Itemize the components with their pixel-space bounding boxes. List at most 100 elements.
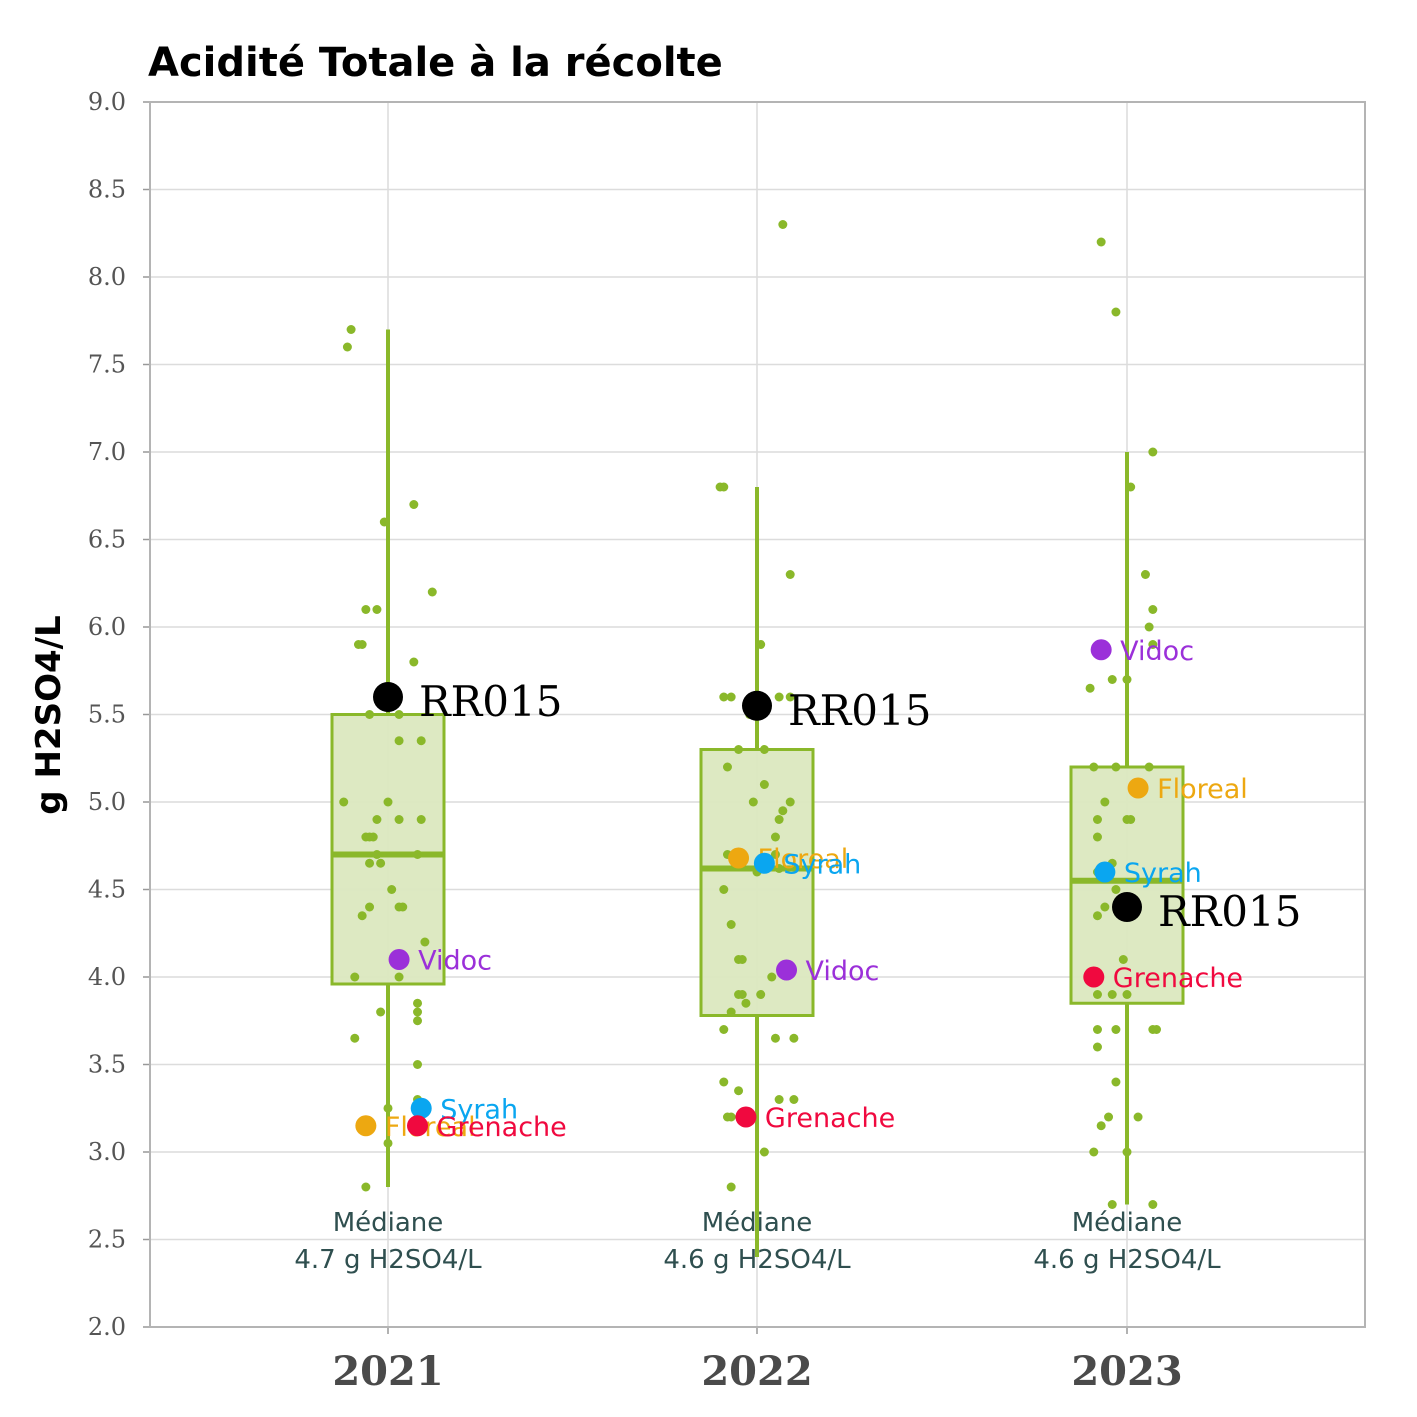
jitter-point <box>1107 990 1117 999</box>
jitter-point <box>719 692 729 702</box>
y-tick-label: 6.5 <box>88 526 126 554</box>
jitter-point <box>737 990 747 999</box>
jitter-point <box>413 998 423 1008</box>
jitter-point <box>350 1033 360 1043</box>
jitter-point <box>361 1182 371 1192</box>
median-value: 4.6 g H2SO4/L <box>1033 1245 1221 1275</box>
jitter-point <box>409 500 419 509</box>
jitter-point <box>1148 1200 1158 1209</box>
highlight-point <box>1083 966 1105 988</box>
jitter-point <box>737 955 747 964</box>
jitter-point <box>368 832 378 842</box>
median-caption: Médiane <box>1072 1208 1183 1238</box>
jitter-point <box>1111 762 1121 772</box>
jitter-point <box>1092 911 1102 921</box>
jitter-point <box>394 972 404 982</box>
y-tick-label: 8.0 <box>88 263 126 291</box>
jitter-point <box>427 587 437 597</box>
jitter-point <box>726 920 736 929</box>
jitter-point <box>719 1025 729 1034</box>
y-tick-label: 5.0 <box>88 788 126 816</box>
jitter-point <box>1122 1147 1132 1157</box>
jitter-point <box>413 1007 423 1017</box>
jitter-point <box>372 815 382 824</box>
jitter-point <box>376 858 386 868</box>
panel-border <box>149 101 1366 1328</box>
y-tick-label: 7.0 <box>88 438 126 466</box>
jitter-point <box>759 1147 769 1157</box>
highlight-label: Floreal <box>1157 774 1248 805</box>
y-tick-label: 6.0 <box>88 613 126 641</box>
jitter-point <box>774 815 784 824</box>
y-tick-label: 5.5 <box>88 701 126 729</box>
highlight-label: Syrah <box>440 1094 518 1125</box>
jitter-point <box>365 710 375 719</box>
jitter-point <box>1104 1112 1114 1122</box>
highlight-point <box>1094 861 1116 883</box>
jitter-point <box>394 815 404 824</box>
jitter-point <box>734 1086 744 1096</box>
jitter-point <box>741 998 751 1008</box>
jitter-point <box>778 806 788 816</box>
jitter-point <box>1096 237 1106 247</box>
jitter-point <box>1092 1042 1102 1052</box>
highlight-point <box>728 847 750 869</box>
highlighted-samples: RR015VidocSyrahFlorealGrenacheRR015Flore… <box>355 636 1301 1143</box>
jitter-point <box>1085 683 1095 693</box>
highlight-point <box>742 690 772 721</box>
jitter-point <box>346 325 356 334</box>
jitter-point <box>339 797 349 807</box>
y-tick-label: 8.5 <box>88 176 126 204</box>
jitter-point <box>770 850 780 859</box>
highlight-point <box>373 682 403 712</box>
jitter-point <box>365 902 375 912</box>
median-value: 4.7 g H2SO4/L <box>294 1245 482 1275</box>
jitter-point <box>357 640 367 649</box>
jitter-point <box>785 692 795 702</box>
jitter-point <box>774 692 784 702</box>
y-tick-label: 9.0 <box>88 88 126 116</box>
jitter-point <box>383 1138 393 1148</box>
jitter-point <box>420 937 430 947</box>
jitter-point <box>1107 1200 1117 1209</box>
jitter-point <box>1148 447 1158 457</box>
highlight-label: Grenache <box>1113 963 1243 994</box>
jitter-point <box>719 482 729 492</box>
jitter-point <box>719 885 729 894</box>
jitter-point <box>413 1060 423 1069</box>
highlight-label: RR015 <box>419 677 562 726</box>
highlight-point <box>355 1115 377 1137</box>
highlight-point <box>753 852 775 874</box>
highlight-label: Grenache <box>437 1112 567 1143</box>
jitter-point <box>1111 307 1121 317</box>
jitter-point <box>1148 605 1158 614</box>
median-caption: Médiane <box>702 1208 813 1238</box>
y-tick-label: 2.0 <box>88 1313 126 1341</box>
jitter-points <box>339 220 1162 1209</box>
jitter-point <box>734 745 744 754</box>
highlight-point <box>410 1097 432 1119</box>
jitter-point <box>1144 762 1154 772</box>
jitter-point <box>1126 482 1136 492</box>
jitter-point <box>383 797 393 807</box>
highlight-label: RR015 <box>1158 887 1301 936</box>
jitter-point <box>1111 1077 1121 1087</box>
jitter-point <box>1096 1121 1106 1131</box>
jitter-point <box>365 858 375 868</box>
jitter-point <box>1122 990 1132 999</box>
y-tick-label: 2.5 <box>88 1226 126 1254</box>
highlight-point <box>776 959 798 981</box>
box-iqr <box>699 748 815 1017</box>
y-tick-label: 3.0 <box>88 1138 126 1166</box>
y-tick-label: 3.5 <box>88 1051 126 1079</box>
jitter-point <box>719 1077 729 1087</box>
chart-title: Acidité Totale à la récolte <box>148 40 723 86</box>
y-tick-label: 7.5 <box>88 351 126 379</box>
jitter-point <box>1111 885 1121 894</box>
jitter-point <box>1100 797 1110 807</box>
jitter-point <box>394 736 404 746</box>
jitter-point <box>1092 815 1102 824</box>
jitter-point <box>767 972 777 982</box>
jitter-point <box>1092 1025 1102 1034</box>
